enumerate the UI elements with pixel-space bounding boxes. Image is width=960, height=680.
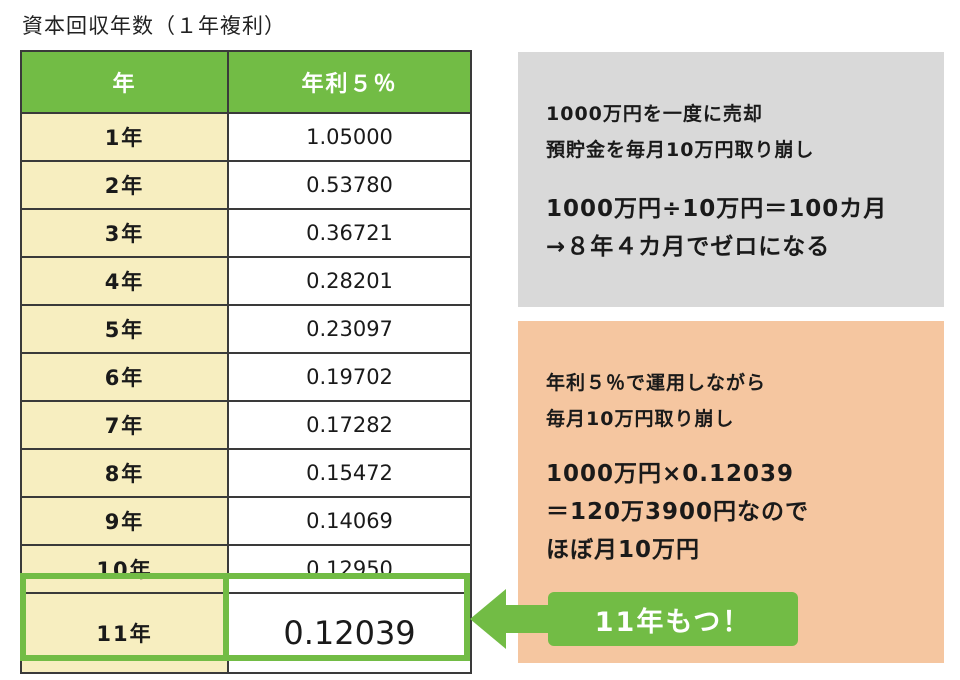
header-rate: 年利５％ xyxy=(227,50,472,114)
value-cell-highlighted: 0.12039 xyxy=(227,592,472,674)
capital-recovery-table: 年 年利５％ 1年 1.05000 2年 0.53780 3年 0.36721 4年 0… xyxy=(20,50,472,674)
value-cell: 1.05000 xyxy=(227,112,472,162)
year-cell: 2年 xyxy=(20,160,229,210)
value-cell: 0.19702 xyxy=(227,352,472,402)
value-cell: 0.17282 xyxy=(227,400,472,450)
gray-line-3: 1000万円÷10万円＝100カ月 xyxy=(546,196,888,222)
table-row: 3年 0.36721 xyxy=(20,208,472,258)
year-cell: 6年 xyxy=(20,352,229,402)
value-cell: 0.15472 xyxy=(227,448,472,498)
table-row: 2年 0.53780 xyxy=(20,160,472,210)
gray-line-1: 1000万円を一度に売却 xyxy=(546,103,763,125)
orange-line-3: 1000万円×0.12039 xyxy=(546,461,795,487)
value-cell: 0.12950 xyxy=(227,544,472,594)
table-row: 9年 0.14069 xyxy=(20,496,472,546)
gray-line-4: →８年４カ月でゼロになる xyxy=(546,234,831,260)
year-cell: 10年 xyxy=(20,544,229,594)
table-row: 7年 0.17282 xyxy=(20,400,472,450)
year-cell: 4年 xyxy=(20,256,229,306)
orange-line-2: 毎月10万円取り崩し xyxy=(546,408,735,430)
lump-sum-explanation-box: 1000万円を一度に売却 預貯金を毎月10万円取り崩し 1000万円÷10万円＝… xyxy=(518,52,944,307)
table-row: 1年 1.05000 xyxy=(20,112,472,162)
arrow-left-icon xyxy=(470,589,556,649)
orange-line-4: ＝120万3900円なので xyxy=(546,499,810,525)
value-cell: 0.53780 xyxy=(227,160,472,210)
year-cell: 9年 xyxy=(20,496,229,546)
orange-line-1: 年利５％で運用しながら xyxy=(546,372,767,394)
year-cell: 11年 xyxy=(20,592,229,674)
value-cell: 0.23097 xyxy=(227,304,472,354)
value-cell: 0.36721 xyxy=(227,208,472,258)
year-cell: 3年 xyxy=(20,208,229,258)
table-row: 4年 0.28201 xyxy=(20,256,472,306)
table-row: 6年 0.19702 xyxy=(20,352,472,402)
table-header-row: 年 年利５％ xyxy=(20,50,472,114)
table-row: 8年 0.15472 xyxy=(20,448,472,498)
table-row: 10年 0.12950 xyxy=(20,544,472,594)
year-cell: 7年 xyxy=(20,400,229,450)
page-title: 資本回収年数（１年複利） xyxy=(22,14,286,38)
header-year: 年 xyxy=(20,50,229,114)
year-cell: 8年 xyxy=(20,448,229,498)
value-cell: 0.28201 xyxy=(227,256,472,306)
year-cell: 5年 xyxy=(20,304,229,354)
result-badge: 11年もつ！ xyxy=(548,592,798,646)
gray-line-2: 預貯金を毎月10万円取り崩し xyxy=(546,139,815,161)
value-cell: 0.14069 xyxy=(227,496,472,546)
orange-line-5: ほぼ月10万円 xyxy=(546,537,701,563)
table-row-highlighted: 11年 0.12039 xyxy=(20,592,472,674)
year-cell: 1年 xyxy=(20,112,229,162)
table-row: 5年 0.23097 xyxy=(20,304,472,354)
